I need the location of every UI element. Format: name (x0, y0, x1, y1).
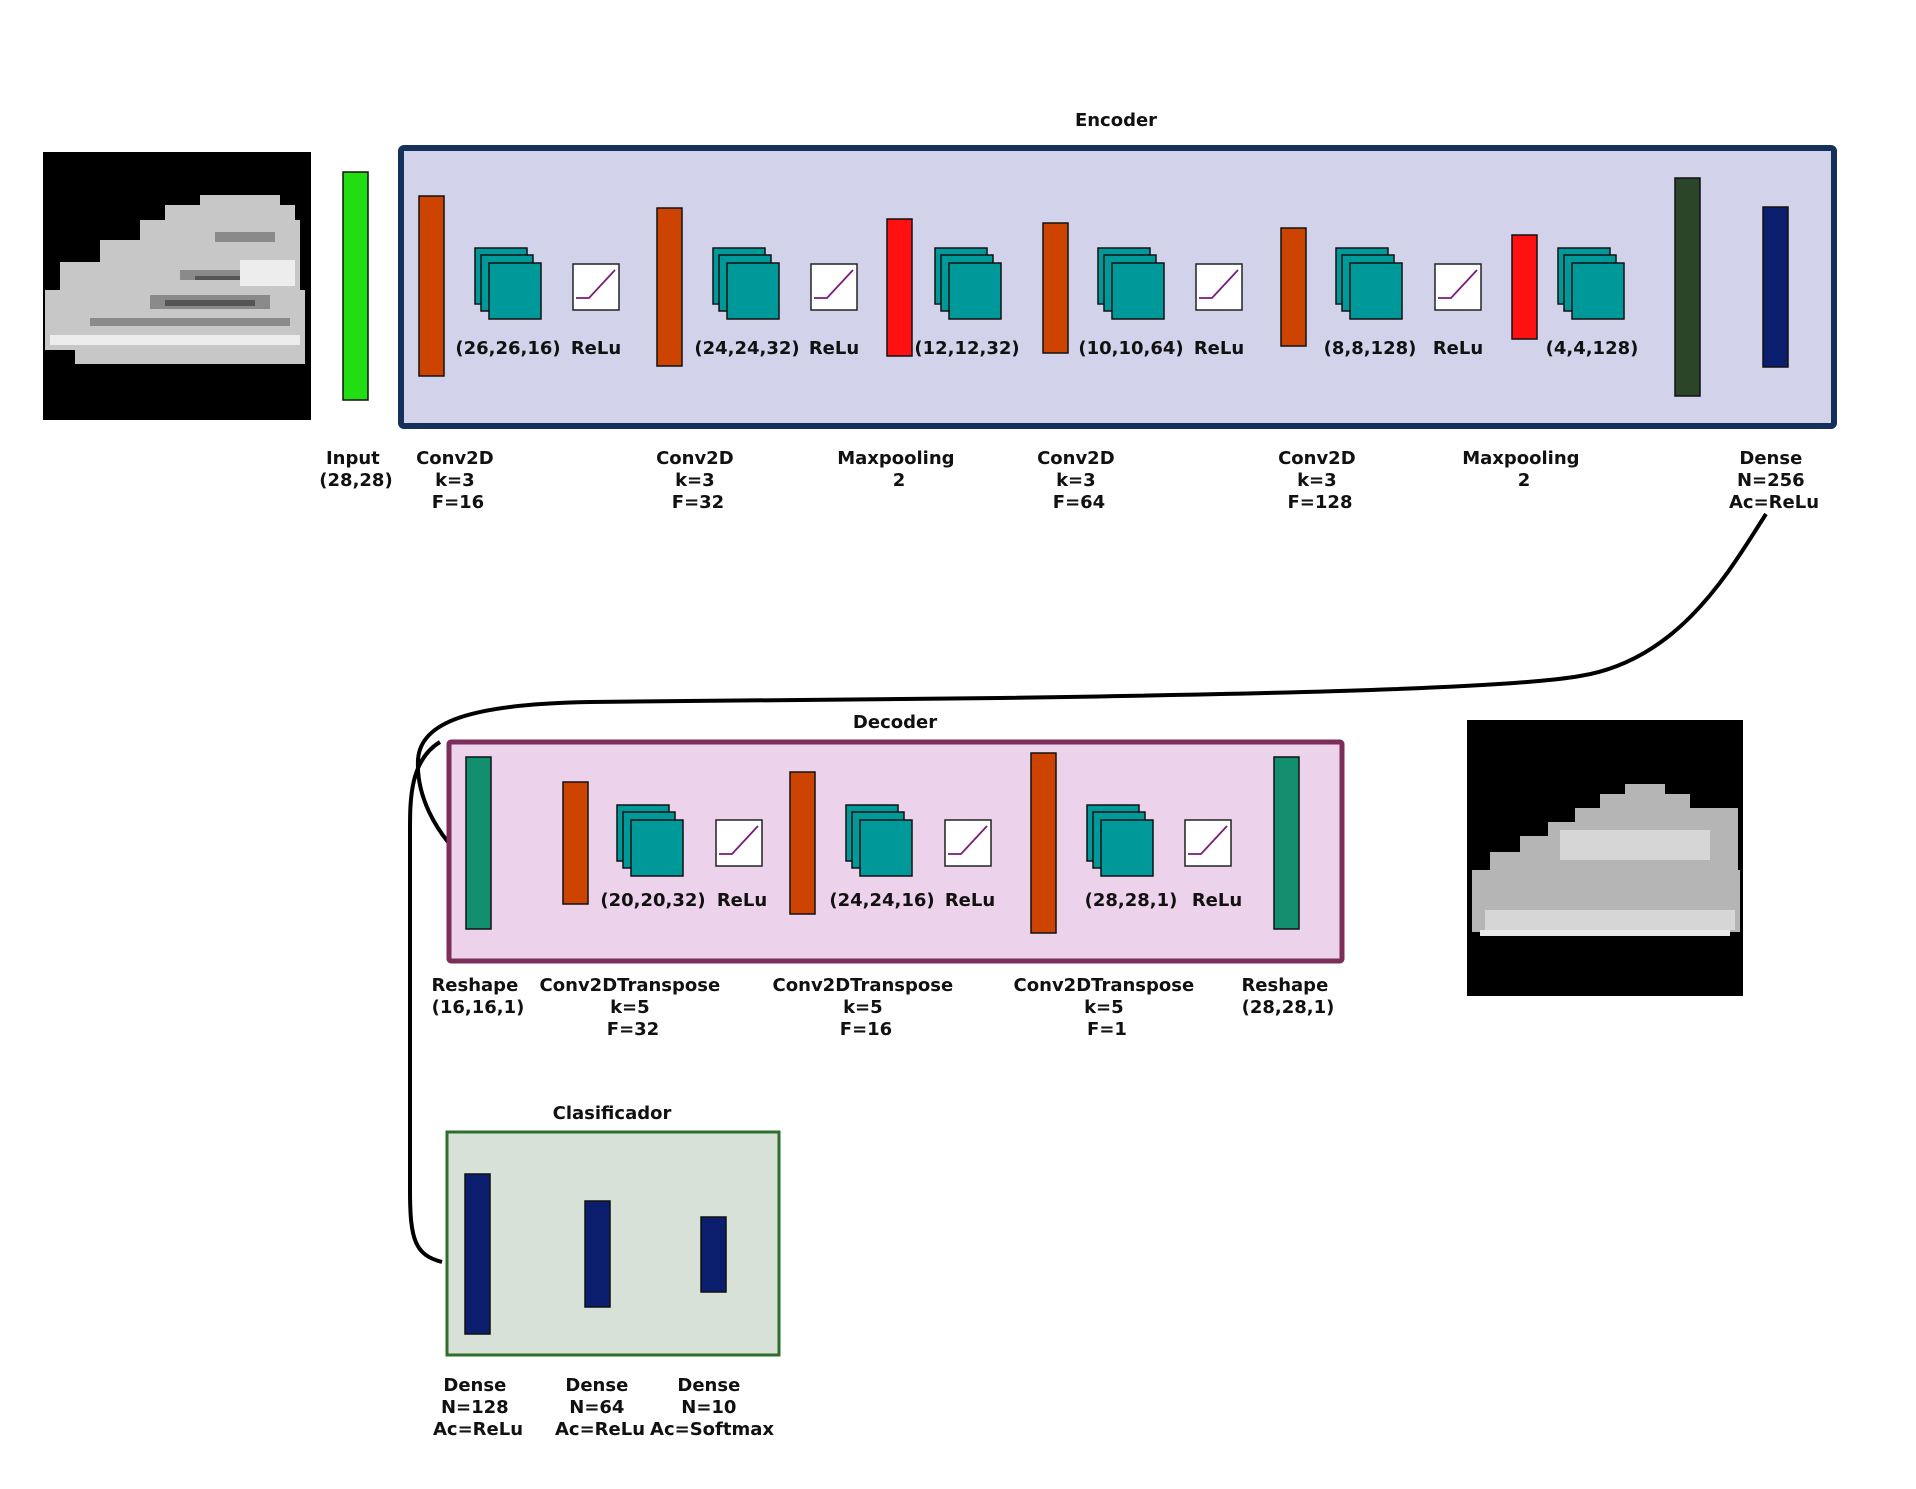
decoder-reshape2-bar (1273, 756, 1300, 930)
decoder-reshape1-label: Reshape (16,16,1) (431, 975, 524, 1018)
relu-icon (1184, 819, 1232, 867)
shape-label-3: (12,12,32) (914, 338, 1019, 359)
shoe-output-image (1467, 720, 1743, 996)
shape-label-6: (4,4,128) (1546, 338, 1639, 359)
encoder-flatten-bar (1674, 177, 1701, 397)
classifier-dense2-bar (584, 1200, 611, 1308)
classifier-title: Clasificador (553, 1103, 672, 1124)
encoder-pool1-label: Maxpooling 2 (837, 448, 961, 491)
shape-label-5: (8,8,128) (1324, 338, 1417, 359)
relu-icon (944, 819, 992, 867)
encoder-conv1-bar (418, 195, 445, 377)
relu-icon (1195, 263, 1243, 311)
decoder-shape-label-2: (24,24,16) (829, 890, 934, 911)
feature-map-icon (1335, 247, 1403, 320)
decoder-title: Decoder (853, 712, 937, 733)
decoder-reshape1-bar (465, 756, 492, 930)
decoder-shape-label-1: (20,20,32) (600, 890, 705, 911)
encoder-conv3-label: Conv2D k=3 F=64 (1037, 448, 1121, 513)
feature-map-icon (616, 804, 684, 877)
feature-map-icon (1557, 247, 1625, 320)
input-bar (342, 171, 369, 401)
feature-map-icon (712, 247, 780, 320)
decoder-deconv1-label: Conv2DTranspose k=5 F=32 (540, 975, 727, 1040)
decoder-deconv2-bar (789, 771, 816, 915)
feature-map-icon (845, 804, 913, 877)
relu-icon (810, 263, 858, 311)
encoder-pool2-bar (1511, 234, 1538, 340)
encoder-conv4-bar (1280, 227, 1307, 347)
relu-label: ReLu (1194, 338, 1244, 359)
relu-icon (715, 819, 763, 867)
classifier-dense1-bar (464, 1173, 491, 1335)
encoder-pool2-label: Maxpooling 2 (1462, 448, 1586, 491)
encoder-dense-bar (1762, 206, 1789, 368)
decoder-to-classifier-connector (408, 740, 443, 1264)
relu-label: ReLu (945, 890, 995, 911)
encoder-to-decoder-connector (415, 512, 1768, 844)
decoder-deconv2-label: Conv2DTranspose k=5 F=16 (773, 975, 960, 1040)
decoder-deconv1-bar (562, 781, 589, 905)
relu-icon (572, 263, 620, 311)
decoder-deconv3-bar (1030, 752, 1057, 934)
relu-label: ReLu (809, 338, 859, 359)
input-label: Input (28,28) (319, 448, 392, 491)
relu-label: ReLu (717, 890, 767, 911)
classifier-dense3-label: Dense N=10 Ac=Softmax (650, 1375, 774, 1440)
decoder-shape-label-3: (28,28,1) (1085, 890, 1178, 911)
classifier-dense3-bar (700, 1216, 727, 1293)
encoder-conv1-label: Conv2D k=3 F=16 (416, 448, 500, 513)
classifier-dense2-label: Dense N=64 Ac=ReLu (555, 1375, 645, 1440)
shape-label-4: (10,10,64) (1078, 338, 1183, 359)
decoder-deconv3-label: Conv2DTranspose k=5 F=1 (1014, 975, 1201, 1040)
decoder-reshape2-label: Reshape (28,28,1) (1241, 975, 1334, 1018)
relu-label: ReLu (571, 338, 621, 359)
shoe-input-image (43, 152, 311, 420)
encoder-conv2-bar (656, 207, 683, 367)
encoder-conv3-bar (1042, 222, 1069, 354)
encoder-conv4-label: Conv2D k=3 F=128 (1278, 448, 1362, 513)
feature-map-icon (1097, 247, 1165, 320)
encoder-conv2-label: Conv2D k=3 F=32 (656, 448, 740, 513)
relu-label: ReLu (1433, 338, 1483, 359)
shape-label-2: (24,24,32) (694, 338, 799, 359)
encoder-dense-label: Dense N=256 Ac=ReLu (1729, 448, 1819, 513)
relu-icon (1434, 263, 1482, 311)
relu-label: ReLu (1192, 890, 1242, 911)
classifier-dense1-label: Dense N=128 Ac=ReLu (433, 1375, 523, 1440)
feature-map-icon (1086, 804, 1154, 877)
feature-map-icon (474, 247, 542, 320)
feature-map-icon (934, 247, 1002, 320)
classifier-box (445, 1130, 781, 1357)
shape-label-1: (26,26,16) (455, 338, 560, 359)
encoder-title: Encoder (1075, 110, 1157, 131)
encoder-pool1-bar (886, 218, 913, 357)
